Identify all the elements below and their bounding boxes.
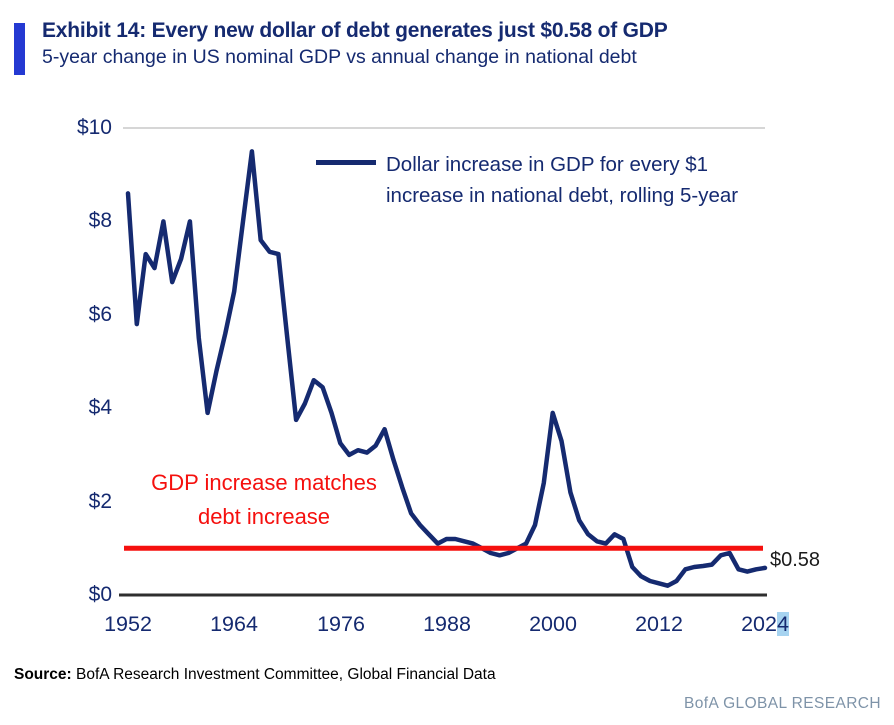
reference-annotation-line1: GDP increase matches <box>151 470 377 495</box>
legend-text-line2: increase in national debt, rolling 5-yea… <box>386 184 739 207</box>
y-tick-label: $4 <box>88 396 112 419</box>
legend: Dollar increase in GDP for every $1 incr… <box>316 149 738 211</box>
x-tick-label: 1988 <box>423 612 471 636</box>
x-tick-label: 1964 <box>210 612 258 636</box>
y-tick-label: $6 <box>88 303 112 326</box>
y-tick-label: $2 <box>88 490 112 513</box>
source-label: Source: <box>14 666 72 683</box>
legend-text-line1: Dollar increase in GDP for every $1 <box>386 153 709 176</box>
reference-annotation-line2: debt increase <box>197 504 331 529</box>
y-tick-label: $0 <box>88 583 112 606</box>
source-text: BofA Research Investment Committee, Glob… <box>71 666 496 683</box>
y-tick-label: $10 <box>76 116 112 139</box>
legend-text: Dollar increase in GDP for every $1 incr… <box>386 149 738 211</box>
x-tick-2024-prefix: 202 <box>741 612 777 636</box>
chart-subtitle: 5-year change in US nominal GDP vs annua… <box>42 46 637 68</box>
y-tick-label: $8 <box>88 209 112 232</box>
reference-line-annotation: GDP increase matches debt increase <box>126 466 402 534</box>
x-tick-2024-highlighted-digit: 4 <box>776 612 789 636</box>
accent-bar <box>14 23 25 75</box>
source-line: Source: BofA Research Investment Committ… <box>14 666 496 684</box>
x-tick-label: 1976 <box>317 612 365 636</box>
x-tick-label: 2000 <box>529 612 577 636</box>
branding-text: BofA GLOBAL RESEARCH <box>684 695 881 712</box>
x-tick-label: 1952 <box>104 612 152 636</box>
chart-title: Exhibit 14: Every new dollar of debt gen… <box>42 19 668 42</box>
x-tick-label-2024: 2024 <box>719 610 811 638</box>
end-value-label: $0.58 <box>770 549 821 571</box>
x-tick-label: 2012 <box>635 612 683 636</box>
legend-line-sample <box>316 160 376 165</box>
header: Exhibit 14: Every new dollar of debt gen… <box>42 17 862 71</box>
